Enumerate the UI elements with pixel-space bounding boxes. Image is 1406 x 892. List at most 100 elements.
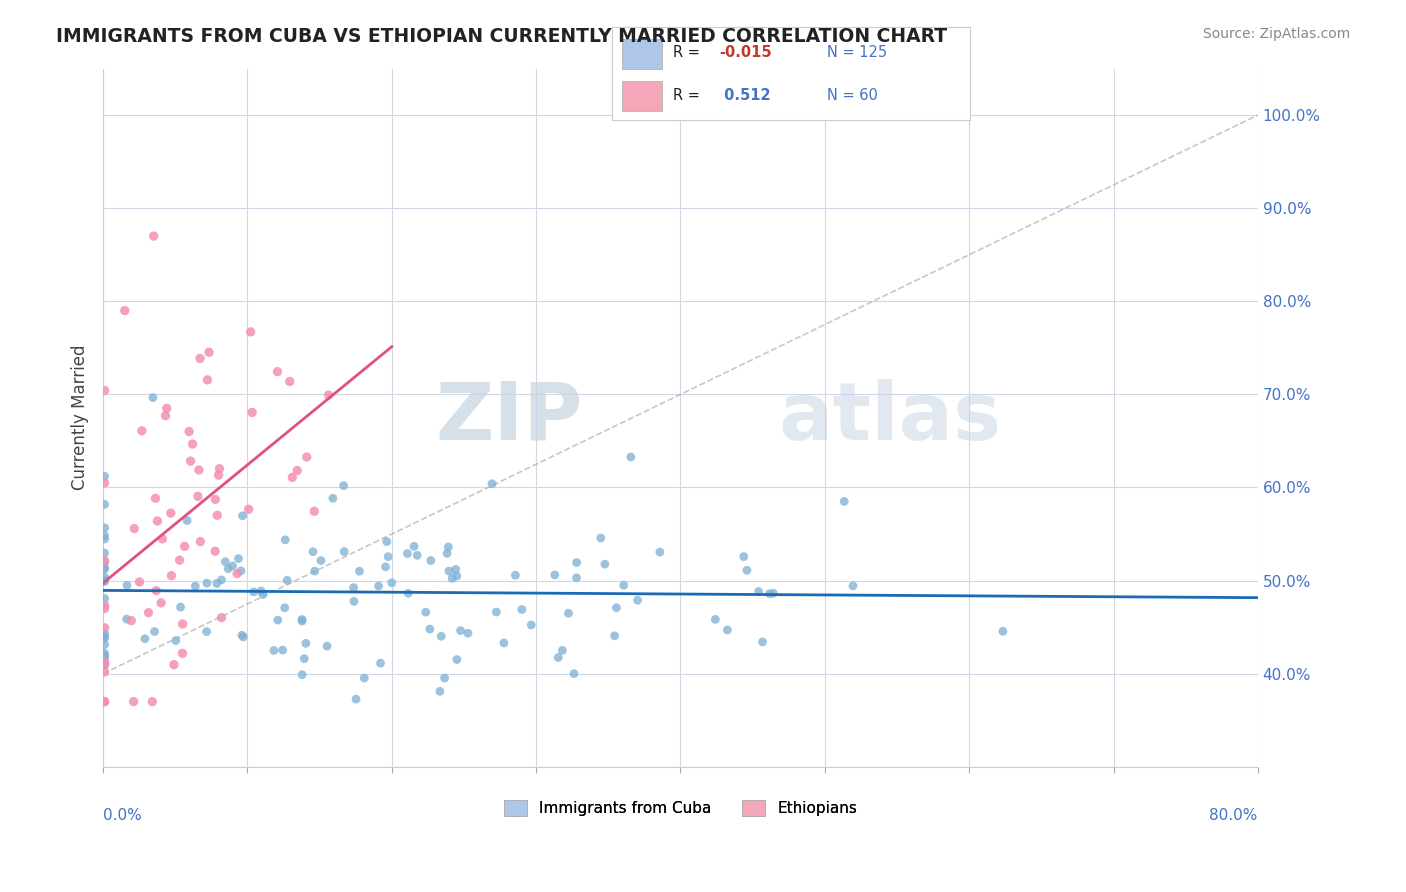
Point	[115, 612, 138, 626]
Point	[267, 613, 290, 627]
Point	[565, 571, 588, 585]
Point	[266, 365, 288, 379]
Point	[375, 534, 398, 549]
Point	[704, 612, 727, 626]
Point	[195, 576, 218, 591]
Point	[143, 624, 166, 639]
Point	[93, 528, 115, 542]
Point	[208, 461, 231, 475]
Point	[492, 636, 515, 650]
Point	[419, 553, 441, 567]
Point	[214, 555, 236, 569]
Point	[318, 388, 340, 402]
Point	[142, 229, 165, 244]
Point	[93, 554, 115, 568]
Point	[295, 450, 318, 464]
Point	[429, 684, 451, 698]
Point	[291, 614, 314, 628]
Point	[481, 476, 503, 491]
Point	[304, 564, 326, 578]
Point	[211, 610, 233, 624]
Point	[377, 549, 399, 564]
Point	[343, 594, 366, 608]
Point	[204, 544, 226, 558]
Point	[842, 579, 865, 593]
Y-axis label: Currently Married: Currently Married	[72, 345, 89, 491]
Point	[128, 574, 150, 589]
Point	[160, 568, 183, 582]
Point	[93, 570, 115, 584]
Point	[333, 544, 356, 558]
Point	[169, 553, 191, 567]
Point	[181, 437, 204, 451]
Point	[557, 606, 579, 620]
Point	[274, 533, 297, 547]
Point	[605, 600, 627, 615]
Point	[620, 450, 643, 464]
Point	[758, 587, 780, 601]
Point	[93, 601, 115, 615]
Point	[198, 345, 221, 359]
Point	[93, 469, 115, 483]
Point	[396, 586, 419, 600]
FancyBboxPatch shape	[623, 81, 662, 111]
Point	[733, 549, 755, 564]
Point	[150, 596, 173, 610]
Point	[276, 574, 298, 588]
Point	[291, 612, 314, 626]
Point	[437, 564, 460, 578]
Point	[349, 564, 371, 578]
Point	[145, 583, 167, 598]
Point	[343, 581, 366, 595]
Text: 0.0%: 0.0%	[103, 808, 142, 823]
Point	[205, 576, 228, 591]
Text: N = 60: N = 60	[827, 87, 877, 103]
Point	[232, 630, 254, 644]
Point	[437, 540, 460, 554]
Point	[239, 325, 262, 339]
Text: atlas: atlas	[779, 379, 1001, 457]
Point	[316, 639, 339, 653]
Point	[344, 692, 367, 706]
Point	[762, 586, 785, 600]
Point	[197, 373, 219, 387]
Point	[93, 574, 115, 588]
Point	[145, 491, 167, 506]
Point	[211, 573, 233, 587]
Point	[93, 591, 115, 606]
Point	[93, 561, 115, 575]
Point	[735, 563, 758, 577]
Point	[551, 643, 574, 657]
Text: N = 125: N = 125	[827, 45, 887, 61]
Text: ZIP: ZIP	[434, 379, 582, 457]
Point	[404, 539, 426, 553]
Point	[156, 401, 179, 416]
Point	[93, 497, 115, 511]
Point	[444, 562, 467, 576]
Point	[547, 650, 569, 665]
Point	[292, 651, 315, 665]
Point	[141, 695, 163, 709]
Point	[176, 514, 198, 528]
Point	[441, 571, 464, 585]
Point	[93, 638, 115, 652]
Point	[544, 568, 567, 582]
Point	[716, 623, 738, 637]
Point	[446, 569, 468, 583]
Point	[195, 624, 218, 639]
Point	[93, 621, 115, 635]
Point	[396, 547, 419, 561]
Point	[510, 602, 533, 616]
Point	[188, 534, 211, 549]
Point	[446, 652, 468, 666]
Point	[93, 532, 115, 546]
Point	[304, 504, 326, 518]
Point	[217, 562, 239, 576]
Point	[204, 492, 226, 507]
Point	[93, 598, 115, 612]
Point	[252, 588, 274, 602]
Point	[163, 657, 186, 672]
Point	[93, 650, 115, 665]
Point	[142, 391, 165, 405]
Point	[370, 656, 392, 670]
